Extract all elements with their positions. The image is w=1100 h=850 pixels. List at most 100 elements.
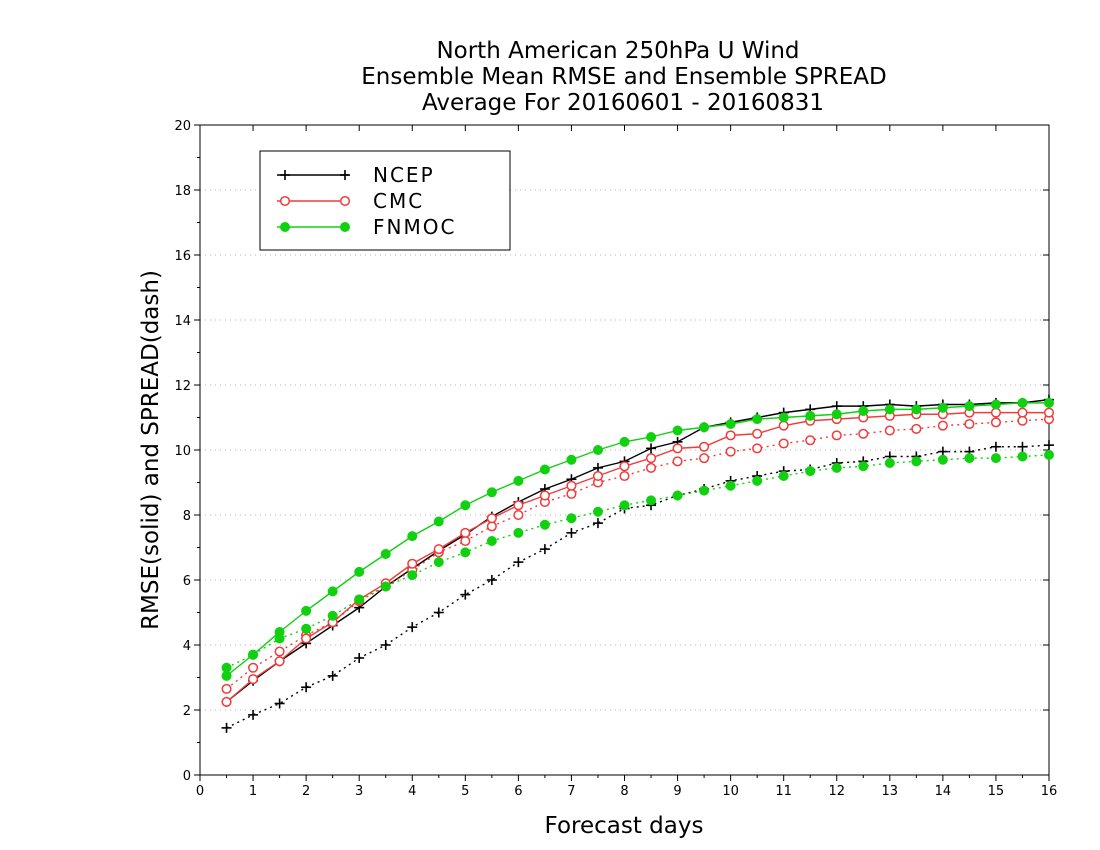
fnmoc-spread-point-10	[486, 536, 497, 546]
cmc-spread-point-21	[778, 438, 789, 449]
cmc-rmse-point-9	[460, 527, 471, 538]
fnmoc-spread-point-22	[805, 466, 816, 477]
fnmoc-spread-point-21	[778, 471, 789, 481]
fnmoc-rmse-point-31	[1044, 397, 1054, 408]
ncep-spread-point-30	[1017, 441, 1028, 452]
cmc-rmse-point-17	[672, 443, 683, 454]
fnmoc-rmse-point-2	[274, 627, 285, 637]
fnmoc-rmse-point-3	[301, 605, 312, 616]
fnmoc-spread-point-20	[752, 475, 763, 486]
cmc-rmse-point-14	[592, 470, 604, 482]
legend-label-ncep: NCEP	[373, 163, 435, 187]
fnmoc-rmse-point-18	[699, 422, 710, 433]
y-tick-label-0: 0	[183, 769, 191, 784]
fnmoc-spread-line	[226, 454, 1050, 669]
fnmoc-rmse-point-5	[354, 566, 365, 577]
fnmoc-spread-point-19	[725, 480, 736, 491]
fnmoc-rmse-point-4	[327, 586, 338, 597]
ncep-spread-point-3	[301, 682, 312, 693]
y-tick-label-12: 12	[174, 379, 191, 394]
cmc-spread-point-1	[248, 662, 259, 673]
cmc-rmse-point-15	[619, 461, 630, 472]
cmc-spread-point-2	[274, 646, 285, 657]
series-layer	[221, 394, 1055, 733]
cmc-rmse-point-18	[699, 441, 710, 452]
ncep-spread-point-1	[248, 709, 259, 720]
ncep-spread-point-0	[221, 722, 232, 733]
fnmoc-spread-point-7	[407, 570, 418, 581]
cmc-rmse-point-10	[486, 513, 497, 524]
series-fnmoc	[221, 397, 1054, 681]
cmc-spread-point-17	[672, 456, 683, 467]
fnmoc-rmse-point-0	[221, 670, 232, 681]
legend-label-cmc: CMC	[373, 189, 424, 213]
ncep-rmse-line	[226, 398, 1050, 703]
cmc-rmse-point-16	[645, 453, 657, 464]
cmc-rmse-point-8	[433, 544, 444, 555]
fnmoc-rmse-point-17	[672, 425, 683, 436]
y-axis-label: RMSE(solid) and SPREAD(dash)	[138, 270, 164, 630]
ncep-spread-point-5	[354, 653, 365, 663]
y-tick-label-18: 18	[174, 184, 191, 199]
ncep-spread-point-4	[327, 670, 338, 681]
fnmoc-rmse-point-8	[433, 516, 444, 527]
cmc-spread-point-15	[619, 470, 630, 482]
y-tick-label-2: 2	[183, 704, 191, 719]
fnmoc-rmse-line	[226, 402, 1049, 677]
legend-marker-fnmoc-right	[340, 222, 350, 232]
y-tick-label-14: 14	[174, 314, 191, 329]
cmc-spread-point-22	[805, 435, 816, 446]
cmc-spread-point-10	[486, 521, 497, 532]
cmc-spread-point-27	[937, 420, 948, 431]
series-cmc	[221, 407, 1055, 707]
x-tick-label-14: 14	[935, 784, 952, 799]
fnmoc-rmse-point-29	[990, 399, 1001, 410]
y-tick-label-20: 20	[174, 119, 191, 134]
x-tick-label-6: 6	[514, 784, 522, 799]
fnmoc-rmse-point-28	[964, 401, 975, 412]
cmc-rmse-point-29	[990, 407, 1001, 418]
x-tick-label-15: 15	[988, 784, 1005, 799]
legend-marker-ncep-right	[340, 170, 350, 180]
cmc-spread-point-16	[645, 462, 657, 473]
cmc-rmse-point-21	[778, 420, 789, 431]
cmc-rmse-point-7	[407, 558, 418, 569]
series-ncep	[221, 394, 1054, 733]
legend-item-ncep: NCEP	[277, 163, 435, 187]
cmc-rmse-point-0	[221, 696, 232, 707]
ncep-spread-point-10	[486, 575, 497, 585]
cmc-spread-point-23	[831, 430, 842, 441]
x-axis-label: Forecast days	[545, 813, 704, 839]
fnmoc-rmse-point-30	[1017, 397, 1028, 408]
fnmoc-spread-point-5	[354, 594, 365, 605]
fnmoc-spread-point-29	[990, 453, 1001, 464]
fnmoc-spread-point-12	[539, 519, 550, 530]
fnmoc-spread-point-27	[937, 454, 948, 465]
chart-title-line-3: Average For 20160601 - 20160831	[422, 90, 824, 116]
legend-label-fnmoc: FNMOC	[373, 215, 456, 239]
fnmoc-rmse-point-14	[592, 445, 603, 455]
fnmoc-rmse-point-10	[486, 487, 497, 498]
fnmoc-spread-point-31	[1044, 449, 1054, 460]
x-tick-label-7: 7	[567, 784, 575, 799]
fnmoc-spread-point-23	[831, 462, 842, 473]
fnmoc-spread-point-18	[699, 485, 710, 496]
legend-item-cmc: CMC	[277, 189, 424, 213]
fnmoc-rmse-point-26	[911, 404, 922, 415]
x-tick-label-12: 12	[828, 784, 845, 799]
cmc-spread-point-29	[990, 417, 1001, 428]
x-tick-label-3: 3	[355, 784, 363, 799]
legend-marker-cmc-left	[279, 195, 291, 207]
ncep-spread-point-2	[274, 698, 285, 709]
fnmoc-spread-point-13	[566, 513, 577, 524]
x-tick-label-16: 16	[1041, 784, 1058, 799]
ncep-spread-line	[226, 444, 1050, 729]
x-tick-label-1: 1	[249, 784, 257, 799]
x-tick-label-2: 2	[302, 784, 310, 799]
cmc-rmse-point-20	[752, 428, 763, 439]
fnmoc-rmse-point-11	[513, 475, 524, 486]
y-tick-label-6: 6	[183, 574, 191, 589]
y-tick-label-10: 10	[174, 444, 191, 459]
ncep-spread-point-14	[592, 518, 603, 529]
